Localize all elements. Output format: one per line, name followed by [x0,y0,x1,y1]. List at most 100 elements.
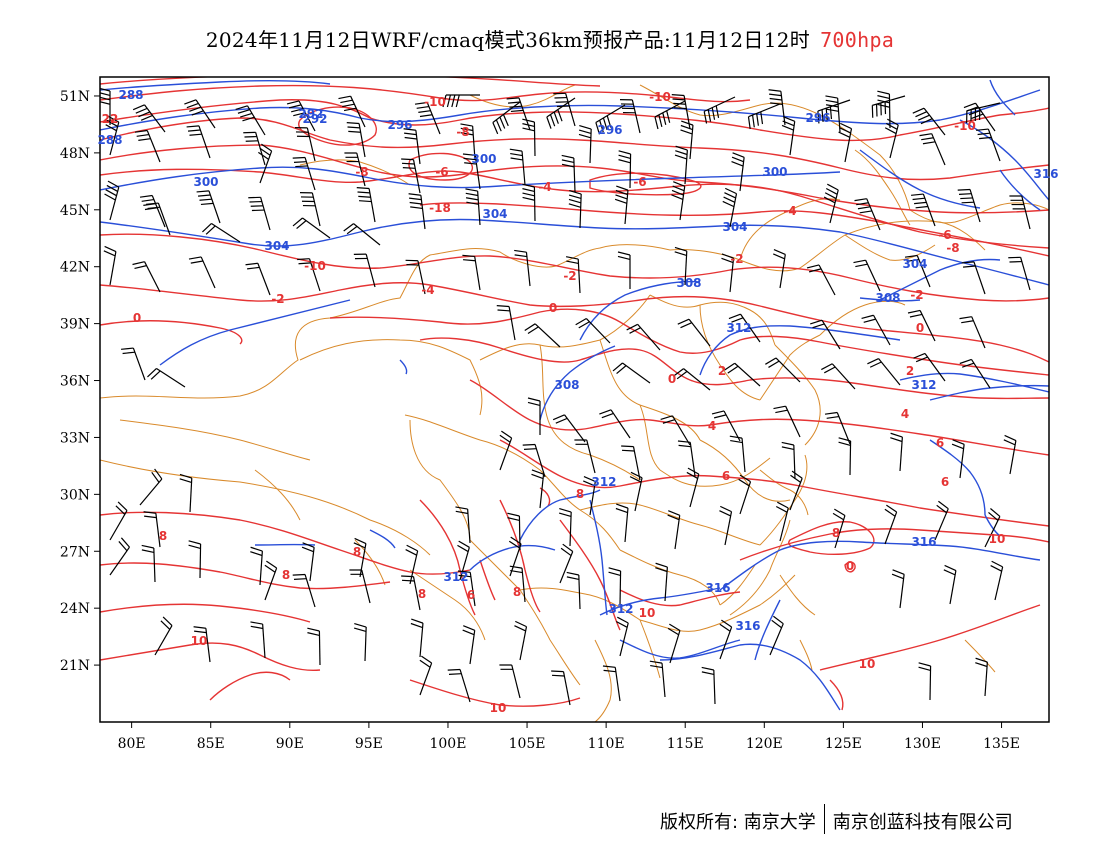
wind-barb [250,546,263,586]
wind-barb [823,183,839,224]
temperature-label: 0 [916,321,924,335]
wind-barb [132,104,166,133]
wind-barb [615,503,629,543]
wind-barb [514,249,531,287]
wind-barb [154,616,173,656]
wind-barb [1008,256,1031,291]
temperature-label: -2 [730,252,743,266]
wind-barb [522,443,546,478]
wind-barb [462,254,481,291]
wind-barb [660,415,691,446]
wind-barb [686,467,700,508]
height-label: 288 [97,133,122,147]
wind-barb [109,501,128,541]
temperature-label: 10 [191,634,208,648]
wind-barb [202,222,241,243]
wind-barb [442,94,480,108]
lat-label: 21N [60,658,90,674]
temperature-label: -10 [304,259,326,273]
wind-barb [447,668,471,703]
wind-barb [419,655,433,696]
wind-barb [728,313,761,343]
temperature-label: 8 [832,526,840,540]
wind-barb [854,198,881,231]
lon-label: 135E [983,736,1020,752]
map-title: 2024年11月12日WRF/cmaq模式36km预报产品:11月12日12时 7… [0,24,1100,53]
temperature-label: 4 [901,407,909,421]
lon-label: 95E [355,736,383,752]
wind-barb [747,103,781,130]
temperature-label: 6 [467,588,475,602]
title-main: 2024年11月12日WRF/cmaq模式36km预报产品:11月12日12时 [205,28,811,52]
wind-barb [671,94,691,130]
lon-label: 85E [197,736,225,752]
height-label: 316 [735,619,760,633]
wind-barb [621,445,641,481]
wind-barb [527,397,541,435]
wind-barb [911,193,936,227]
wind-barb [1009,195,1031,230]
temperature-label: 8 [282,568,290,582]
contour-labels: 22-10 -10-8-8 -6-4 -6-10-18 -4-6-10-2-4-2-2-… [97,88,1058,715]
lon-label: 80E [118,736,146,752]
height-label: 304 [264,239,289,253]
wind-barb [565,256,581,294]
wind-barb [103,245,117,286]
wind-barb [768,89,786,126]
lat-label: 27N [60,544,90,560]
wind-barb [457,540,470,581]
temperature-label: 8 [418,587,426,601]
wind-barb [147,367,186,388]
wind-barb [789,470,803,511]
wind-barb [179,473,193,513]
wind-barb [344,152,366,187]
height-label: 304 [482,207,507,221]
temperature-label: 10 [859,657,876,671]
temperature-label: 8 [513,585,521,599]
lat-label: 36N [60,374,90,390]
wind-barb [105,115,120,156]
wind-barb [667,623,681,664]
wind-barb [465,188,481,226]
temperature-label: 0 [549,301,557,315]
wind-barb [907,309,936,342]
wind-barb [701,666,716,705]
lon-label: 115E [667,736,704,752]
height-label: 316 [1033,167,1058,181]
lon-label: 105E [509,736,546,752]
wind-barb [614,185,629,225]
temperature-label: -18 [429,201,451,215]
wind-barb [235,105,266,136]
wind-barb [990,560,1004,601]
wind-barb [891,569,905,609]
wind-barb [301,542,315,582]
wind-barb [618,150,632,189]
wind-barb [104,180,120,221]
wind-barb [619,99,641,134]
wind-barb [134,129,161,163]
wind-barb [292,573,316,608]
wind-barb [132,261,161,293]
wind-barb [405,544,419,585]
temperature-label: -8 [946,241,959,255]
wind-barb [821,363,856,390]
wind-barbs [100,87,1031,706]
temperature-label: -6 [938,228,951,242]
height-label: 312 [911,378,936,392]
temperature-label: 4 [708,419,716,433]
temperature-label: 10 [490,701,507,715]
wind-barb [286,100,316,132]
wind-barb [595,104,626,135]
wind-barb [292,217,331,239]
height-label: 292 [298,107,323,121]
wind-barb [546,97,576,129]
wind-barb [401,575,421,611]
wind-barb [499,664,521,699]
wind-barb [890,432,903,472]
wind-barb [292,156,316,191]
wind-barb [353,537,367,578]
wind-barb [353,623,367,662]
height-label: 296 [597,123,622,137]
wind-barb [838,437,852,476]
wind-barb [781,116,796,156]
